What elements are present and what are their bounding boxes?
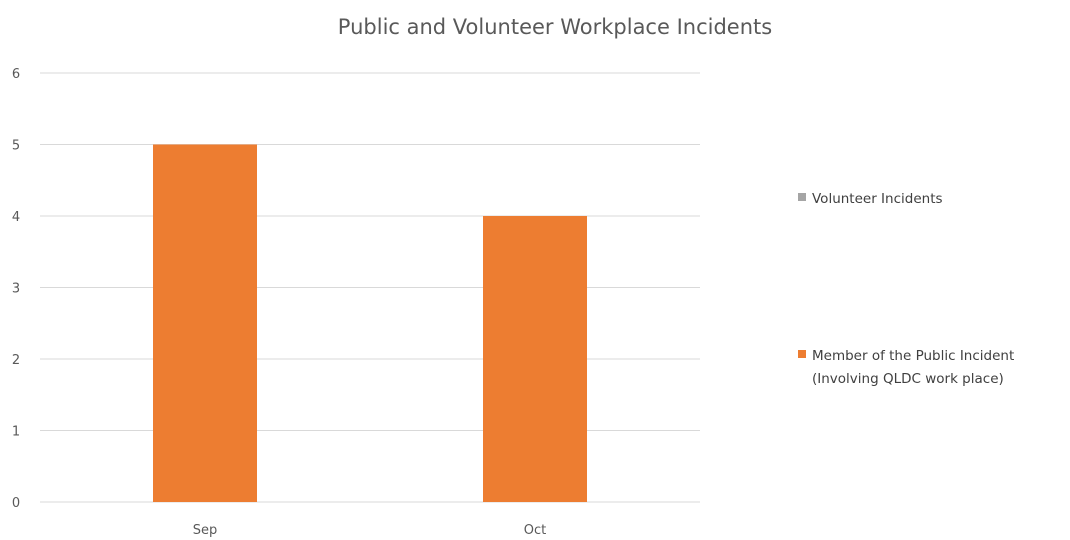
legend-label-1-line-0: Member of the Public Incident: [812, 348, 1014, 364]
bar-sep-series-1: [153, 144, 257, 502]
legend-swatch-0: [798, 193, 806, 201]
bars: [153, 144, 587, 502]
y-tick-label-0: 0: [12, 496, 20, 511]
x-tick-label-oct: Oct: [524, 523, 546, 538]
x-tick-label-sep: Sep: [193, 523, 218, 538]
legend-label-1-line-1: (Involving QLDC work place): [812, 371, 1004, 387]
legend: Volunteer Incidents Member of the Public …: [798, 191, 1014, 387]
y-tick-label-2: 2: [12, 353, 20, 368]
y-tick-label-4: 4: [12, 210, 20, 225]
y-tick-label-5: 5: [12, 139, 20, 154]
y-tick-label-1: 1: [12, 425, 20, 440]
bar-oct-series-1: [483, 216, 587, 502]
y-tick-label-3: 3: [12, 282, 20, 297]
x-axis-tick-labels: Sep Oct: [193, 523, 547, 538]
legend-swatch-1: [798, 350, 806, 358]
y-axis-tick-labels: 0 1 2 3 4 5 6: [12, 67, 20, 511]
legend-label-0: Volunteer Incidents: [812, 191, 943, 207]
chart-title: Public and Volunteer Workplace Incidents: [338, 15, 772, 39]
y-tick-label-6: 6: [12, 67, 20, 82]
gridlines: [40, 72, 700, 503]
